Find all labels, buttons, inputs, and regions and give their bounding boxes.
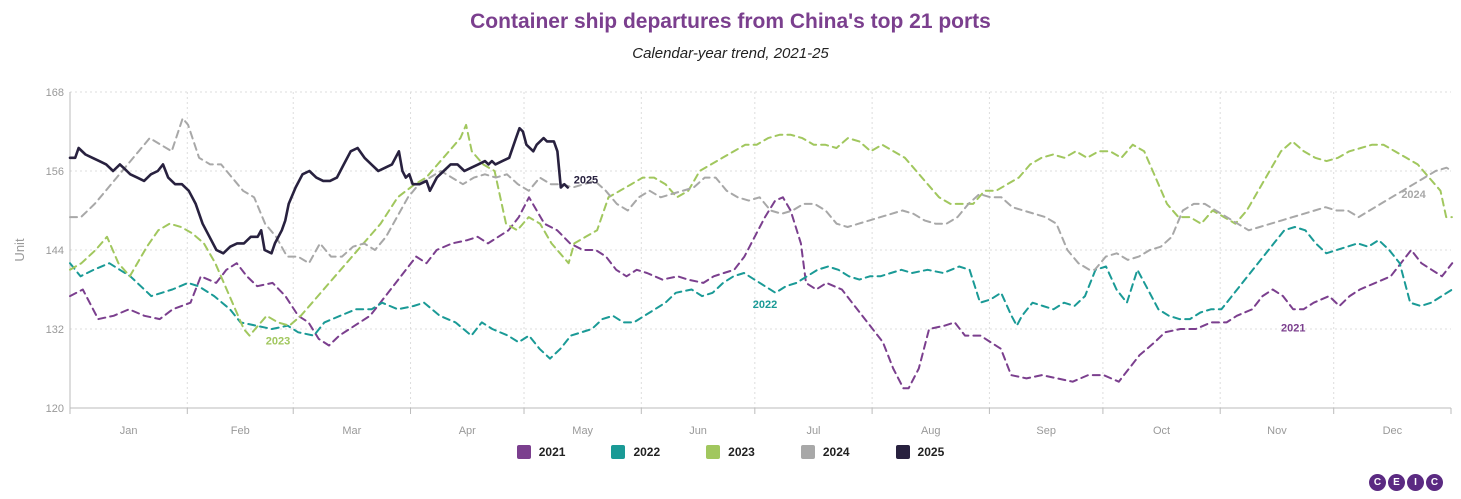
legend-item-2022[interactable]: 2022 — [611, 445, 660, 459]
x-tick-label: Jul — [806, 425, 820, 437]
legend-label: 2021 — [538, 445, 566, 459]
legend: 2021 2022 2023 2024 2025 — [0, 445, 1461, 459]
series-line-2025 — [68, 126, 569, 255]
legend-label: 2025 — [917, 445, 945, 459]
legend-swatch — [706, 445, 721, 459]
y-tick-label: 144 — [46, 245, 64, 257]
line-label-2024: 2024 — [1401, 189, 1426, 201]
x-tick-label: Aug — [921, 425, 941, 437]
legend-item-2023[interactable]: 2023 — [706, 445, 755, 459]
logo-letter: I — [1407, 474, 1424, 491]
legend-item-2021[interactable]: 2021 — [516, 445, 566, 459]
x-tick-label: Apr — [459, 425, 476, 437]
series-line-2024 — [69, 117, 1453, 271]
logo-letter: C — [1369, 474, 1386, 491]
legend-swatch — [895, 445, 910, 459]
x-tick-label: Jan — [120, 425, 138, 437]
legend-label: 2022 — [633, 445, 661, 459]
grid — [70, 91, 1451, 408]
line-label-2025: 2025 — [574, 174, 598, 186]
chart-subtitle: Calendar-year trend, 2021-25 — [632, 45, 829, 62]
y-tick-label: 132 — [46, 324, 64, 336]
series-line-2023 — [69, 123, 1453, 337]
x-tick-label: Jun — [689, 425, 707, 437]
x-tick-label: Sep — [1036, 425, 1056, 437]
x-tick-label: Oct — [1153, 425, 1170, 437]
series-group — [68, 117, 1454, 390]
legend-swatch — [516, 445, 531, 459]
chart-title: Container ship departures from China's t… — [470, 10, 991, 33]
y-tick-label: 168 — [46, 87, 64, 99]
y-tick-label: 120 — [46, 403, 64, 415]
legend-swatch — [800, 445, 815, 459]
x-tick-label: May — [572, 425, 593, 437]
axes: 120 132 144 156 168 Jan Feb Mar Apr May Jun Jul Aug S… — [46, 87, 1452, 437]
line-label-2023: 2023 — [266, 335, 290, 347]
line-label-2021: 2021 — [1281, 322, 1305, 334]
x-tick-label: Feb — [231, 425, 250, 437]
line-labels: 2021 2022 2023 2024 2025 — [266, 174, 1427, 347]
legend-label: 2024 — [822, 445, 850, 459]
legend-item-2024[interactable]: 2024 — [800, 445, 850, 459]
legend-item-2025[interactable]: 2025 — [895, 445, 945, 459]
logo-letter: C — [1426, 474, 1443, 491]
legend-swatch — [611, 445, 626, 459]
series-line-2021 — [69, 196, 1454, 390]
y-tick-label: 156 — [46, 166, 64, 178]
x-tick-label: Dec — [1383, 425, 1403, 437]
legend-label: 2023 — [728, 445, 755, 459]
line-label-2022: 2022 — [753, 299, 777, 311]
x-tick-label: Nov — [1267, 425, 1287, 437]
y-axis-label: Unit — [12, 238, 27, 262]
x-tick-label: Mar — [342, 425, 361, 437]
logo-letter: E — [1388, 474, 1405, 491]
series-line-2022 — [69, 226, 1454, 360]
